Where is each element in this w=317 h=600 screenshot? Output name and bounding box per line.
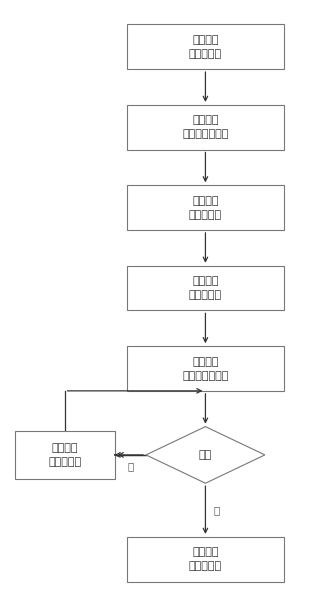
FancyBboxPatch shape [127, 266, 284, 310]
FancyBboxPatch shape [127, 346, 284, 391]
Text: 一号机组
发电机并网: 一号机组 发电机并网 [189, 196, 222, 220]
FancyBboxPatch shape [15, 431, 115, 479]
Text: 是: 是 [213, 505, 219, 515]
FancyBboxPatch shape [127, 537, 284, 581]
Text: 二号机组
发电机励磁投入: 二号机组 发电机励磁投入 [182, 356, 229, 380]
FancyBboxPatch shape [127, 185, 284, 230]
Text: 一号机组
电动机启动: 一号机组 电动机启动 [189, 35, 222, 59]
Text: 一号机组
发电机励磁投入: 一号机组 发电机励磁投入 [182, 115, 229, 139]
Text: 二号机组
电动机启动: 二号机组 电动机启动 [189, 276, 222, 300]
Polygon shape [146, 427, 265, 483]
Text: 否: 否 [127, 461, 133, 471]
Text: 二号机组
发电机并网: 二号机组 发电机并网 [189, 547, 222, 571]
FancyBboxPatch shape [127, 25, 284, 69]
Text: 二号机组
自动重合闸: 二号机组 自动重合闸 [48, 443, 81, 467]
Text: 同期: 同期 [199, 450, 212, 460]
FancyBboxPatch shape [127, 105, 284, 149]
